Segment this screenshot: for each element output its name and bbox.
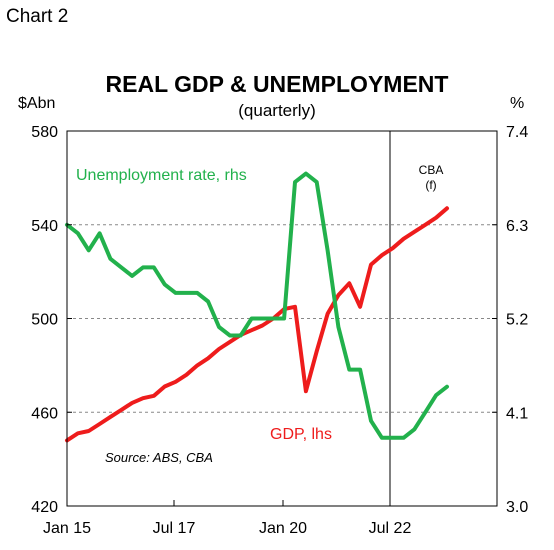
x-tick-label: Jan 15 — [43, 520, 91, 537]
x-tick-label: Jul 17 — [153, 520, 196, 537]
forecast-label-f: (f) — [425, 178, 436, 192]
y-right-tick-label: 6.3 — [506, 218, 528, 235]
left-axis-unit: $Abn — [18, 95, 55, 112]
y-right-tick-label: 3.0 — [506, 499, 528, 516]
chart-label: Chart 2 — [6, 6, 69, 27]
y-left-tick-label: 500 — [31, 312, 58, 329]
right-axis-unit: % — [510, 95, 524, 112]
x-tick-label: Jul 22 — [369, 520, 412, 537]
y-right-tick-label: 4.1 — [506, 405, 528, 422]
y-left-tick-label: 460 — [31, 405, 58, 422]
gdp-line — [65, 206, 449, 443]
unemployment-line — [65, 171, 449, 440]
forecast-label-cba: CBA — [419, 163, 444, 177]
x-tick-label: Jan 20 — [259, 520, 307, 537]
chart-subtitle: (quarterly) — [238, 101, 315, 120]
unemployment-annotation: Unemployment rate, rhs — [76, 167, 247, 184]
gdp-annotation: GDP, lhs — [270, 426, 332, 443]
y-left-tick-label: 540 — [31, 218, 58, 235]
source-note: Source: ABS, CBA — [105, 450, 213, 465]
y-left-tick-label: 420 — [31, 499, 58, 516]
y-right-tick-label: 7.4 — [506, 124, 528, 141]
chart-title: REAL GDP & UNEMPLOYMENT — [106, 71, 449, 97]
y-right-tick-label: 5.2 — [506, 312, 528, 329]
y-left-tick-label: 580 — [31, 124, 58, 141]
plot-frame — [66, 130, 498, 507]
